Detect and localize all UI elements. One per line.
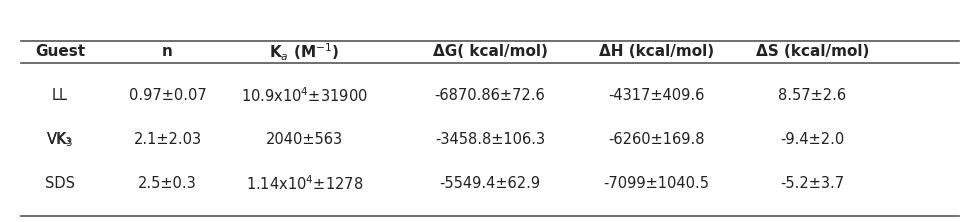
Text: LL: LL xyxy=(52,88,68,103)
Text: 2.5±0.3: 2.5±0.3 xyxy=(138,176,197,191)
Text: VK₃: VK₃ xyxy=(47,132,73,147)
Text: -7099±1040.5: -7099±1040.5 xyxy=(603,176,710,191)
Text: -4317±409.6: -4317±409.6 xyxy=(608,88,705,103)
Text: 2040±563: 2040±563 xyxy=(266,132,343,147)
Text: -6260±169.8: -6260±169.8 xyxy=(608,132,705,147)
Text: 0.97±0.07: 0.97±0.07 xyxy=(128,88,207,103)
Text: -5.2±3.7: -5.2±3.7 xyxy=(780,176,845,191)
Text: 1.14x10$^4$±1278: 1.14x10$^4$±1278 xyxy=(246,174,363,193)
Text: -5549.4±62.9: -5549.4±62.9 xyxy=(439,176,541,191)
Text: 2.1±2.03: 2.1±2.03 xyxy=(133,132,202,147)
Text: -6870.86±72.6: -6870.86±72.6 xyxy=(434,88,546,103)
Text: n: n xyxy=(162,44,172,59)
Text: 8.57±2.6: 8.57±2.6 xyxy=(778,88,847,103)
Text: 10.9x10$^4$±31900: 10.9x10$^4$±31900 xyxy=(241,86,368,105)
Text: VK$_3$: VK$_3$ xyxy=(46,130,74,149)
Text: Guest: Guest xyxy=(35,44,85,59)
Text: ΔS (kcal/mol): ΔS (kcal/mol) xyxy=(756,44,869,59)
Text: -3458.8±106.3: -3458.8±106.3 xyxy=(435,132,545,147)
Text: ΔH (kcal/mol): ΔH (kcal/mol) xyxy=(599,44,713,59)
Text: SDS: SDS xyxy=(45,176,75,191)
Text: ΔG( kcal/mol): ΔG( kcal/mol) xyxy=(432,44,548,59)
Text: -9.4±2.0: -9.4±2.0 xyxy=(780,132,845,147)
Text: K$_a$ (M$^{-1}$): K$_a$ (M$^{-1}$) xyxy=(270,41,339,63)
